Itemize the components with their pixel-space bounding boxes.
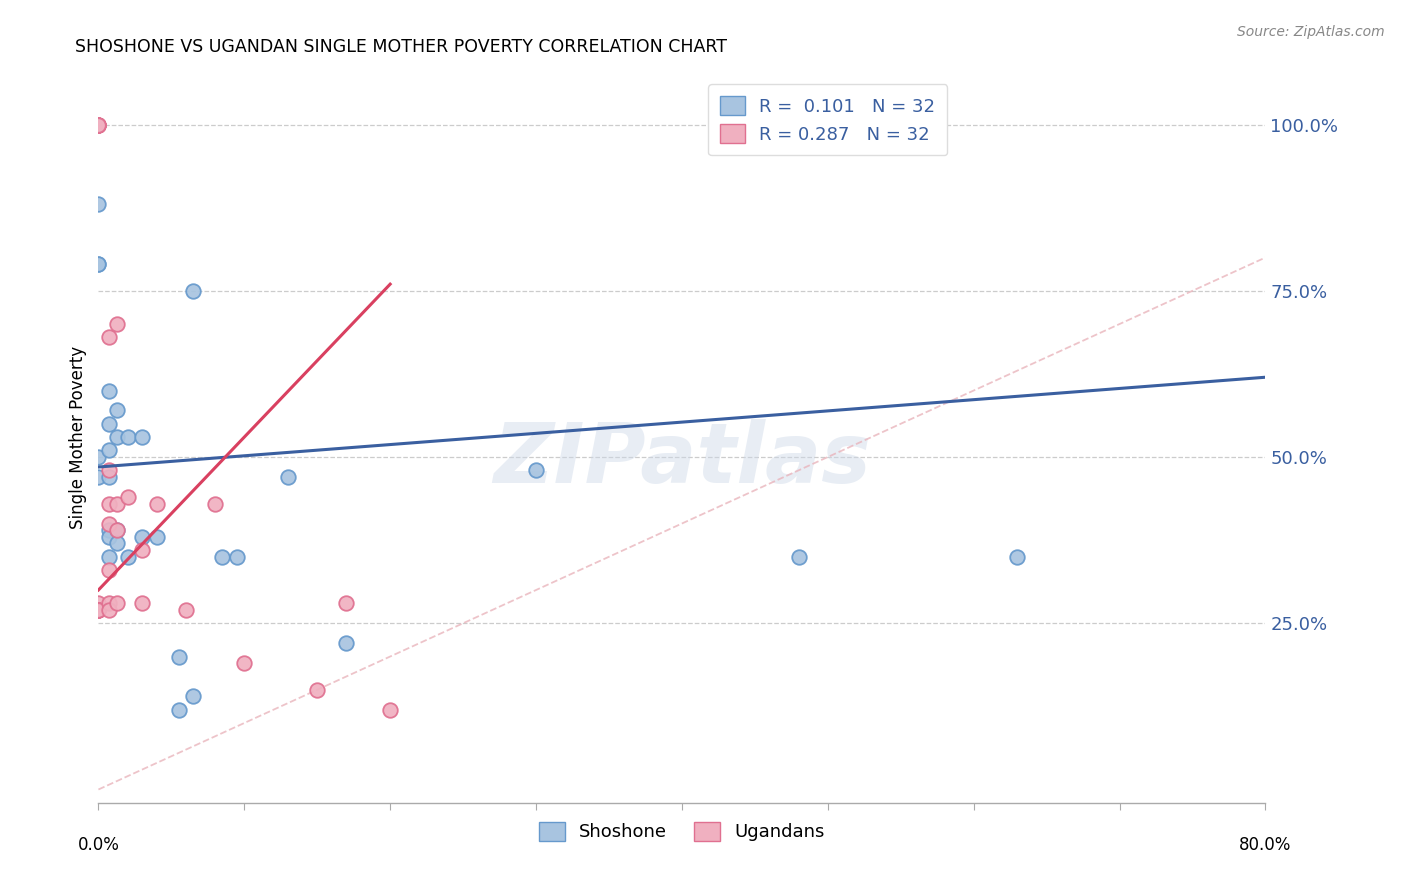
Point <box>87 596 110 610</box>
Point <box>307 682 329 697</box>
Point <box>226 549 249 564</box>
Point <box>335 596 357 610</box>
Point <box>524 463 547 477</box>
Point <box>335 636 357 650</box>
Point <box>87 450 110 464</box>
Point <box>97 384 120 398</box>
Point <box>131 430 153 444</box>
Point <box>97 463 120 477</box>
Point <box>131 596 153 610</box>
Point <box>380 703 402 717</box>
Point <box>97 470 120 484</box>
Point <box>97 596 120 610</box>
Point <box>174 603 197 617</box>
Point <box>105 523 128 537</box>
Point <box>87 118 110 132</box>
Point <box>105 403 128 417</box>
Point <box>1007 549 1029 564</box>
Point <box>97 516 120 531</box>
Legend: Shoshone, Ugandans: Shoshone, Ugandans <box>533 814 831 848</box>
Point <box>146 530 169 544</box>
Point <box>105 317 128 331</box>
Point <box>211 549 233 564</box>
Point <box>87 603 110 617</box>
Point <box>117 490 139 504</box>
Point <box>181 284 204 298</box>
Point <box>97 330 120 344</box>
Point <box>167 703 190 717</box>
Point <box>117 430 139 444</box>
Point <box>277 470 299 484</box>
Point <box>87 118 110 132</box>
Point <box>87 603 110 617</box>
Y-axis label: Single Mother Poverty: Single Mother Poverty <box>69 345 87 529</box>
Point <box>105 523 128 537</box>
Point <box>97 563 120 577</box>
Point <box>204 497 226 511</box>
Point <box>105 596 128 610</box>
Text: ZIPatlas: ZIPatlas <box>494 418 870 500</box>
Point <box>87 603 110 617</box>
Point <box>87 603 110 617</box>
Point <box>105 497 128 511</box>
Point <box>97 530 120 544</box>
Point <box>105 430 128 444</box>
Point <box>105 536 128 550</box>
Point <box>787 549 810 564</box>
Point <box>87 470 110 484</box>
Point <box>146 497 169 511</box>
Point <box>97 523 120 537</box>
Point <box>87 603 110 617</box>
Point <box>181 690 204 704</box>
Point <box>167 649 190 664</box>
Point <box>131 530 153 544</box>
Point <box>117 549 139 564</box>
Text: 0.0%: 0.0% <box>77 837 120 855</box>
Text: SHOSHONE VS UGANDAN SINGLE MOTHER POVERTY CORRELATION CHART: SHOSHONE VS UGANDAN SINGLE MOTHER POVERT… <box>75 38 727 56</box>
Point <box>233 656 256 670</box>
Point <box>87 197 110 211</box>
Point <box>97 417 120 431</box>
Point <box>87 118 110 132</box>
Text: 80.0%: 80.0% <box>1239 837 1292 855</box>
Point <box>87 118 110 132</box>
Point <box>97 443 120 458</box>
Point <box>97 603 120 617</box>
Point <box>87 118 110 132</box>
Point <box>97 549 120 564</box>
Point <box>87 257 110 271</box>
Point <box>87 257 110 271</box>
Point <box>97 497 120 511</box>
Text: Source: ZipAtlas.com: Source: ZipAtlas.com <box>1237 25 1385 39</box>
Point <box>131 543 153 558</box>
